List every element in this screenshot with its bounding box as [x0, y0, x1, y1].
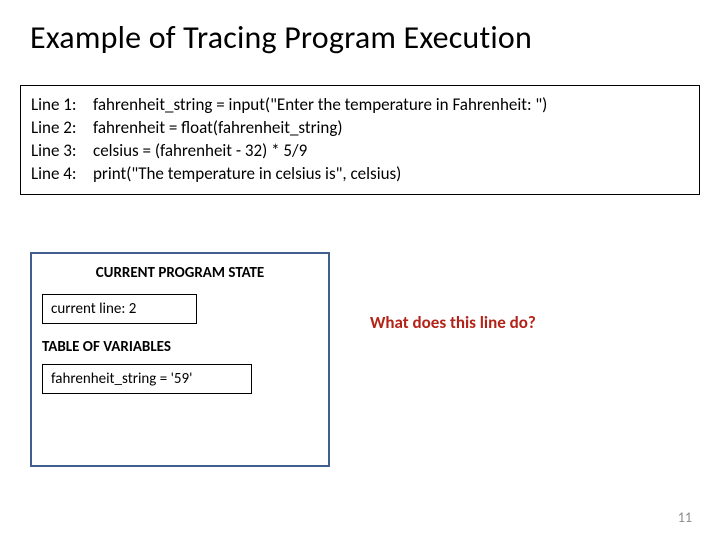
code-line-label: Line 3: [31, 140, 93, 163]
program-state-box: CURRENT PROGRAM STATE current line: 2 TA… [30, 252, 330, 467]
state-heading: CURRENT PROGRAM STATE [42, 264, 318, 282]
code-line-text: print("The temperature in celsius is", c… [93, 163, 689, 186]
code-line-label: Line 4: [31, 163, 93, 186]
variables-table-label: TABLE OF VARIABLES [42, 338, 318, 356]
code-line-text: celsius = (fahrenheit - 32) * 5/9 [93, 140, 689, 163]
code-line-label: Line 2: [31, 117, 93, 140]
variable-row: fahrenheit_string = '59' [42, 364, 252, 394]
code-box: Line 1: fahrenheit_string = input("Enter… [20, 85, 700, 195]
code-line-2: Line 2: fahrenheit = float(fahrenheit_st… [31, 117, 689, 140]
code-line-4: Line 4: print("The temperature in celsiu… [31, 163, 689, 186]
code-line-label: Line 1: [31, 94, 93, 117]
code-line-text: fahrenheit_string = input("Enter the tem… [93, 94, 689, 117]
code-line-text: fahrenheit = float(fahrenheit_string) [93, 117, 689, 140]
slide-title: Example of Tracing Program Execution [0, 0, 720, 77]
code-line-3: Line 3: celsius = (fahrenheit - 32) * 5/… [31, 140, 689, 163]
page-number: 11 [678, 509, 692, 526]
question-text: What does this line do? [370, 312, 536, 333]
current-line-box: current line: 2 [42, 294, 197, 324]
code-line-1: Line 1: fahrenheit_string = input("Enter… [31, 94, 689, 117]
